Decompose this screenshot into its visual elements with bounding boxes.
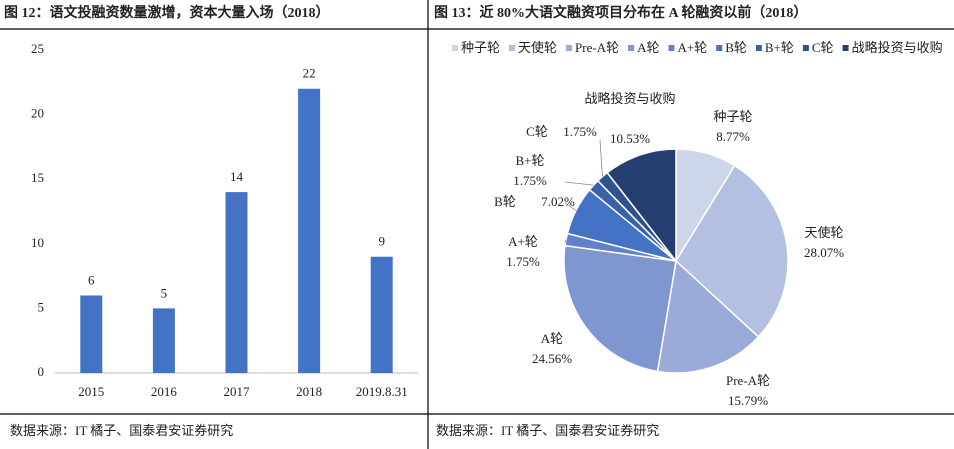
data-label: 14	[230, 169, 244, 184]
bar	[298, 88, 321, 373]
legend-label: 天使轮	[518, 40, 557, 55]
leader-line	[564, 202, 577, 211]
legend-swatch	[802, 45, 809, 51]
bar	[370, 256, 393, 373]
x-tick-label: 2015	[78, 384, 104, 399]
x-tick-label: 2019.8.31	[356, 384, 408, 399]
data-label: 22	[303, 66, 316, 81]
slice-label: B+轮	[515, 153, 544, 168]
y-tick-label: 10	[31, 235, 44, 250]
legend-label: B轮	[725, 40, 747, 55]
data-label: 6	[88, 272, 95, 287]
bar	[152, 308, 175, 373]
slice-value: 10.53%	[610, 131, 650, 146]
legend-swatch	[452, 45, 458, 51]
x-tick-label: 2016	[151, 384, 178, 399]
bar	[80, 295, 103, 373]
chart-title: 图 13：近 80%大语文融资项目分布在 A 轮融资以前（2018）	[434, 4, 807, 21]
slice-label: B轮	[494, 194, 516, 209]
slice-label: A轮	[541, 331, 563, 346]
legend-label: 战略投资与收购	[852, 40, 943, 55]
bar	[225, 192, 248, 373]
pie-slice	[563, 244, 677, 373]
x-tick-label: 2017	[224, 384, 251, 399]
slice-value: 7.02%	[541, 194, 575, 209]
legend-swatch	[716, 45, 723, 51]
y-tick-label: 0	[38, 364, 45, 379]
legend-swatch	[842, 45, 849, 51]
pie-slice	[675, 164, 789, 338]
data-label: 9	[378, 234, 385, 249]
slice-value: 8.77%	[716, 129, 750, 144]
pie-slice	[656, 259, 760, 374]
legend-label: B+轮	[765, 40, 794, 55]
slice-label: Pre-A轮	[726, 373, 770, 388]
slice-value: 1.75%	[563, 124, 597, 139]
pie-slice	[606, 148, 677, 264]
slice-value: 24.56%	[532, 351, 572, 366]
y-tick-label: 25	[31, 41, 44, 56]
legend-label: Pre-A轮	[575, 40, 619, 55]
y-tick-label: 15	[31, 170, 44, 185]
leader-line	[564, 181, 594, 186]
legend-label: A+轮	[677, 40, 707, 55]
slice-label: A+轮	[508, 234, 538, 249]
source-note: 数据来源：IT 橘子、国泰君安证券研究	[436, 423, 659, 438]
slice-label: 天使轮	[804, 225, 843, 240]
slice-label: 战略投资与收购	[584, 91, 675, 106]
slice-label: 种子轮	[713, 109, 752, 124]
slice-value: 15.79%	[728, 393, 768, 408]
leader-line	[599, 139, 603, 177]
chart-title: 图 12：语文投融资数量激增，资本大量入场（2018）	[4, 4, 330, 21]
slice-label: C轮	[526, 124, 548, 139]
legend-swatch	[755, 45, 762, 51]
legend-label: 种子轮	[461, 40, 500, 55]
slice-value: 1.75%	[506, 254, 540, 269]
legend-swatch	[509, 45, 516, 51]
legend-swatch	[566, 45, 573, 51]
source-note: 数据来源：IT 橘子、国泰君安证券研究	[10, 423, 233, 438]
data-label: 5	[161, 285, 168, 300]
y-tick-label: 5	[38, 299, 45, 314]
x-tick-label: 2018	[296, 384, 322, 399]
y-tick-label: 20	[31, 106, 44, 121]
slice-value: 1.75%	[513, 173, 547, 188]
slice-value: 28.07%	[804, 245, 844, 260]
legend-swatch	[668, 45, 675, 51]
legend-label: C轮	[812, 40, 834, 55]
legend-swatch	[628, 45, 635, 51]
leader-line	[564, 239, 567, 244]
legend-label: A轮	[637, 40, 659, 55]
